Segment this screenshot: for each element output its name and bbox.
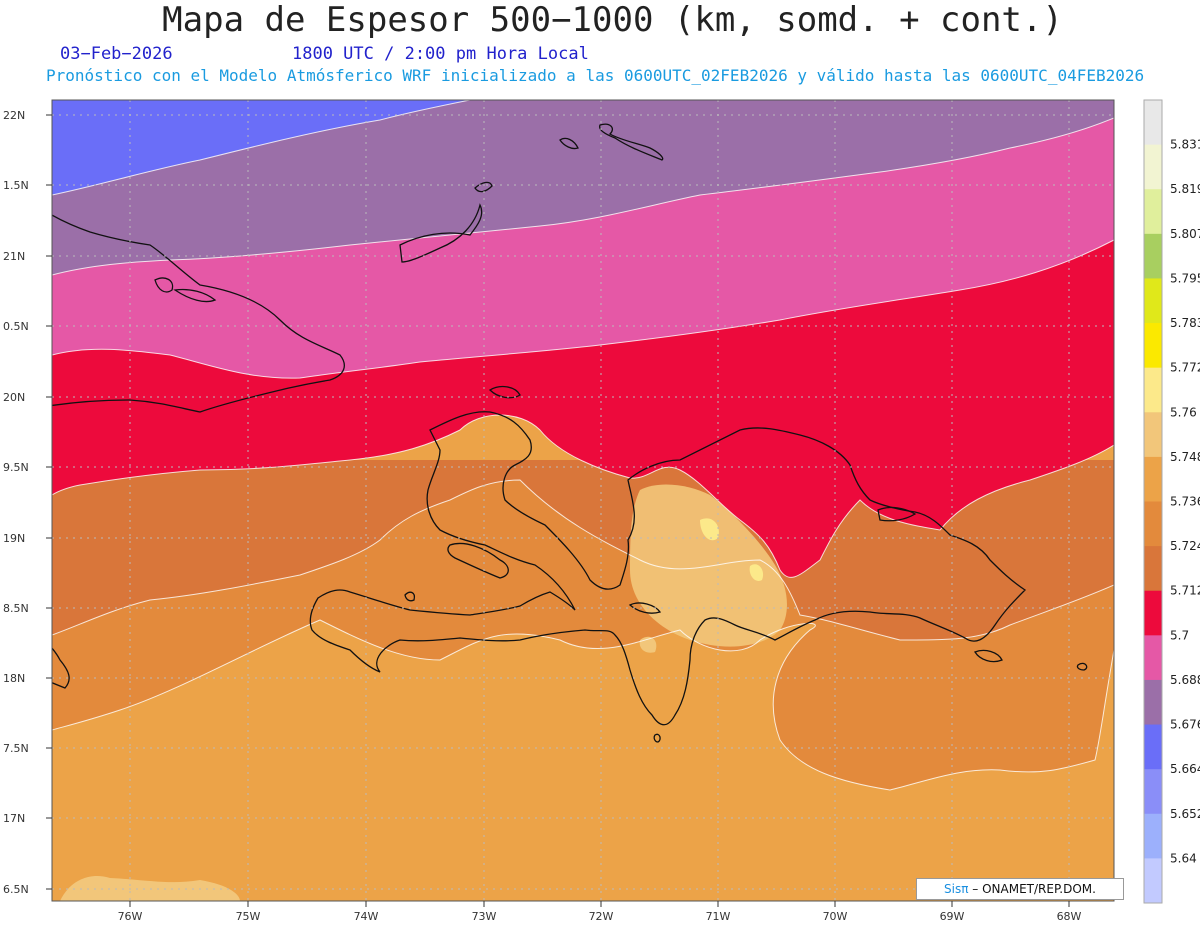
coastlines: [52, 123, 1088, 743]
lat-label: 18N: [3, 672, 25, 685]
map-frame: [51, 99, 1115, 902]
lon-label: 74W: [354, 910, 379, 923]
colorbar-label: 5.664: [1170, 762, 1200, 776]
colorbar-label: 5.676: [1170, 718, 1200, 732]
colorbar-label: 5.724: [1170, 539, 1200, 553]
latitude-axis: 22N 1.5N 21N 0.5N 20N 9.5N 19N 8.5N 18N …: [3, 109, 52, 896]
colorbar-label: 5.831: [1170, 138, 1200, 152]
colorbar-label: 5.7: [1170, 628, 1189, 642]
lat-label: 9.5N: [3, 461, 29, 474]
lat-label: 6.5N: [3, 883, 29, 896]
lat-label: 1.5N: [3, 179, 29, 192]
colorbar-swatch: [1144, 501, 1162, 547]
model-description: Pronóstico con el Modelo Atmósferico WRF…: [46, 66, 1145, 85]
colorbar-swatch: [1144, 769, 1162, 815]
colorbar-swatch: [1144, 323, 1162, 369]
colorbar-label: 5.807: [1170, 227, 1200, 241]
colorbar-swatch: [1144, 813, 1162, 859]
colorbar-swatch: [1144, 679, 1162, 726]
colorbar-label: 5.772: [1170, 361, 1200, 375]
forecast-time: 1800 UTC / 2:00 pm Hora Local: [292, 44, 589, 64]
colorbar-swatch: [1144, 724, 1162, 770]
colorbar-label: 5.76: [1170, 405, 1197, 419]
colorbar-swatch: [1144, 144, 1162, 190]
map-field: [52, 100, 1114, 901]
lon-label: 68W: [1057, 910, 1082, 923]
lat-label: 7.5N: [3, 742, 29, 755]
colorbar-swatch: [1144, 100, 1162, 146]
colorbar-swatch: [1144, 278, 1162, 324]
lon-label: 76W: [118, 910, 143, 923]
lat-label: 8.5N: [3, 602, 29, 615]
credit-box: Sisπ – ONAMET/REP.DOM.: [916, 878, 1124, 900]
colorbar-label: 5.819: [1170, 182, 1200, 196]
colorbar-label: 5.748: [1170, 450, 1200, 464]
lon-label: 69W: [940, 910, 965, 923]
colorbar-swatch: [1144, 412, 1162, 458]
lon-label: 71W: [706, 910, 731, 923]
band-5688: [52, 118, 1114, 379]
lat-label: 21N: [3, 250, 25, 263]
contour-lines: [52, 100, 1114, 791]
colorbar-swatch: [1144, 590, 1162, 636]
lat-label: 17N: [3, 812, 25, 825]
colorbar-label: 5.783: [1170, 316, 1200, 330]
lat-label: 20N: [3, 391, 25, 404]
lon-label: 70W: [823, 910, 848, 923]
lat-label: 19N: [3, 532, 25, 545]
band-5748: [630, 484, 787, 647]
brand-logo: Sisπ: [944, 882, 969, 896]
map-title: Mapa de Espesor 500−1000 (km, somd. + co…: [162, 0, 1063, 40]
colorbar-label: 5.736: [1170, 495, 1200, 509]
colorbar-label: 5.795: [1170, 271, 1200, 285]
colorbar-swatch: [1144, 858, 1162, 904]
band-5676: [52, 100, 1114, 275]
lat-label: 22N: [3, 109, 25, 122]
colorbar-swatch: [1144, 635, 1162, 681]
colorbar-label: 5.64: [1170, 851, 1197, 865]
colorbar-label: 5.712: [1170, 584, 1200, 598]
lon-label: 73W: [472, 910, 497, 923]
colorbar-swatch: [1144, 546, 1162, 592]
lon-label: 72W: [589, 910, 614, 923]
colorbar-swatch: [1144, 189, 1162, 235]
colorbar-swatch: [1144, 367, 1162, 413]
colorbar-label: 5.688: [1170, 673, 1200, 687]
colorbar: 5.831 5.819 5.807 5.795 5.783 5.772 5.76 5.748 5…: [1143, 99, 1200, 904]
band-5760-peak: [749, 564, 764, 581]
colorbar-swatch: [1144, 456, 1162, 502]
colorbar-swatch: [1144, 233, 1162, 279]
lon-label: 75W: [236, 910, 261, 923]
band-5664: [52, 100, 470, 195]
lat-label: 0.5N: [3, 320, 29, 333]
band-5700: [52, 240, 1114, 578]
forecast-date: 03−Feb−2026: [60, 44, 173, 64]
longitude-axis: 76W 75W 74W 73W 72W 71W 70W 69W 68W: [118, 901, 1082, 923]
band-5760-peak: [700, 518, 719, 541]
graticule: [52, 100, 1114, 901]
credit-text: – ONAMET/REP.DOM.: [968, 882, 1096, 896]
colorbar-frame: [1143, 99, 1163, 904]
colorbar-label: 5.652: [1170, 807, 1200, 821]
